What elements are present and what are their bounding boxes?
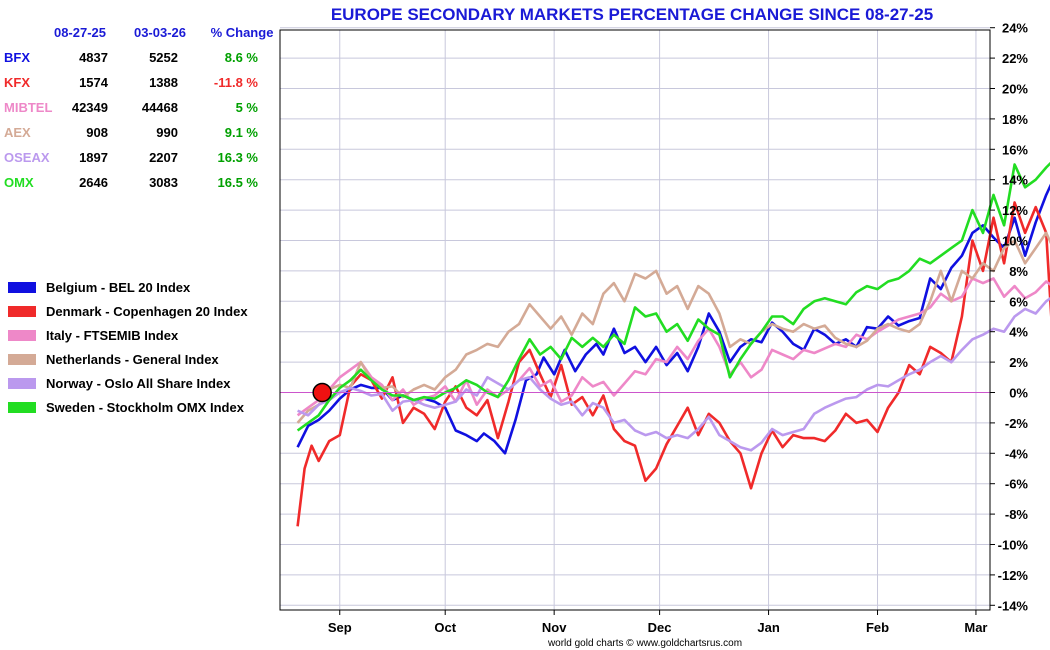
y-tick-label: 0% bbox=[1009, 386, 1028, 401]
y-tick-label: -8% bbox=[1005, 507, 1029, 522]
legend-label: Denmark - Copenhagen 20 Index bbox=[46, 304, 248, 319]
chart-title: EUROPE SECONDARY MARKETS PERCENTAGE CHAN… bbox=[331, 5, 933, 24]
y-tick-label: 2% bbox=[1009, 355, 1028, 370]
x-tick-label: Mar bbox=[964, 620, 987, 635]
summary-table: 08-27-25 03-03-26 % Change BFX 4837 5252 8.… bbox=[4, 25, 273, 190]
x-tick-label: Oct bbox=[434, 620, 456, 635]
y-tick-label: 18% bbox=[1002, 112, 1028, 127]
table-start-value: 4837 bbox=[79, 50, 108, 65]
y-tick-label: 24% bbox=[1002, 21, 1028, 36]
grid bbox=[280, 27, 990, 610]
y-tick-label: -6% bbox=[1005, 477, 1029, 492]
table-start-value: 2646 bbox=[79, 175, 108, 190]
series-line-4 bbox=[296, 231, 1050, 424]
y-tick-label: 22% bbox=[1002, 51, 1028, 66]
table-code: AEX bbox=[4, 125, 31, 140]
base-date-marker bbox=[312, 382, 332, 403]
table-header-start: 08-27-25 bbox=[54, 25, 106, 40]
table-change-value: 8.6 % bbox=[225, 50, 259, 65]
table-end-value: 2207 bbox=[149, 150, 178, 165]
legend-swatch bbox=[8, 402, 36, 413]
y-tick-label: -10% bbox=[998, 538, 1029, 553]
table-code: KFX bbox=[4, 75, 30, 90]
x-tick-label: Feb bbox=[866, 620, 889, 635]
y-tick-label: -14% bbox=[998, 598, 1029, 613]
y-tick-label: 20% bbox=[1002, 82, 1028, 97]
x-tick-label: Sep bbox=[328, 620, 352, 635]
y-tick-label: 8% bbox=[1009, 264, 1028, 279]
series-line-5 bbox=[297, 296, 1050, 452]
table-start-value: 1574 bbox=[79, 75, 109, 90]
table-header-change: % Change bbox=[211, 25, 274, 40]
table-start-value: 42349 bbox=[72, 100, 108, 115]
legend-swatch bbox=[8, 330, 36, 341]
series-line-6 bbox=[296, 161, 1050, 432]
legend-swatch bbox=[8, 378, 36, 389]
table-start-value: 1897 bbox=[79, 150, 108, 165]
plot-frame bbox=[279, 29, 991, 611]
x-axis: Sep Oct Nov Dec Jan Feb Mar bbox=[328, 610, 988, 635]
legend-label: Sweden - Stockholm OMX Index bbox=[46, 400, 245, 415]
table-start-value: 908 bbox=[86, 125, 108, 140]
table-change-value: 9.1 % bbox=[225, 125, 259, 140]
table-end-value: 5252 bbox=[149, 50, 178, 65]
table-change-value: 5 % bbox=[236, 100, 259, 115]
y-tick-label: -2% bbox=[1005, 416, 1029, 431]
legend-label: Norway - Oslo All Share Index bbox=[46, 376, 231, 391]
x-tick-label: Dec bbox=[648, 620, 672, 635]
table-end-value: 990 bbox=[156, 125, 178, 140]
x-tick-label: Jan bbox=[757, 620, 779, 635]
table-change-value: 16.5 % bbox=[218, 175, 259, 190]
table-end-value: 3083 bbox=[149, 175, 178, 190]
legend-swatch bbox=[8, 354, 36, 365]
table-code: BFX bbox=[4, 50, 30, 65]
y-tick-label: 16% bbox=[1002, 142, 1028, 157]
x-tick-label: Nov bbox=[542, 620, 567, 635]
legend-label: Belgium - BEL 20 Index bbox=[46, 280, 191, 295]
series-layer bbox=[296, 161, 1050, 527]
table-code: OMX bbox=[4, 175, 34, 190]
table-end-value: 1388 bbox=[149, 75, 178, 90]
y-tick-label: 12% bbox=[1002, 203, 1028, 218]
legend-swatch bbox=[8, 306, 36, 317]
table-code: OSEAX bbox=[4, 150, 50, 165]
y-tick-label: 14% bbox=[1002, 173, 1028, 188]
table-change-value: -11.8 % bbox=[214, 75, 259, 90]
y-axis: 24% 22% 20% 18% 16% 14% 12% 10% 8% 6% 4% 2% 0% -2% -4%… bbox=[990, 21, 1029, 613]
credit-text: world gold charts © www.goldchartsrus.co… bbox=[547, 638, 742, 649]
table-code: MIBTEL bbox=[4, 100, 52, 115]
y-tick-label: -4% bbox=[1005, 446, 1029, 461]
y-tick-label: 6% bbox=[1009, 294, 1028, 309]
series-line-2 bbox=[296, 201, 1050, 527]
y-tick-label: -12% bbox=[998, 568, 1029, 583]
legend-label: Netherlands - General Index bbox=[46, 352, 219, 367]
legend-label: Italy - FTSEMIB Index bbox=[46, 328, 179, 343]
table-end-value: 44468 bbox=[142, 100, 178, 115]
legend: Belgium - BEL 20 Index Denmark - Copenhag… bbox=[8, 280, 248, 415]
table-header-end: 03-03-26 bbox=[134, 25, 186, 40]
y-tick-label: 10% bbox=[1002, 234, 1028, 249]
table-change-value: 16.3 % bbox=[218, 150, 259, 165]
legend-swatch bbox=[8, 282, 36, 293]
y-tick-label: 4% bbox=[1009, 325, 1028, 340]
